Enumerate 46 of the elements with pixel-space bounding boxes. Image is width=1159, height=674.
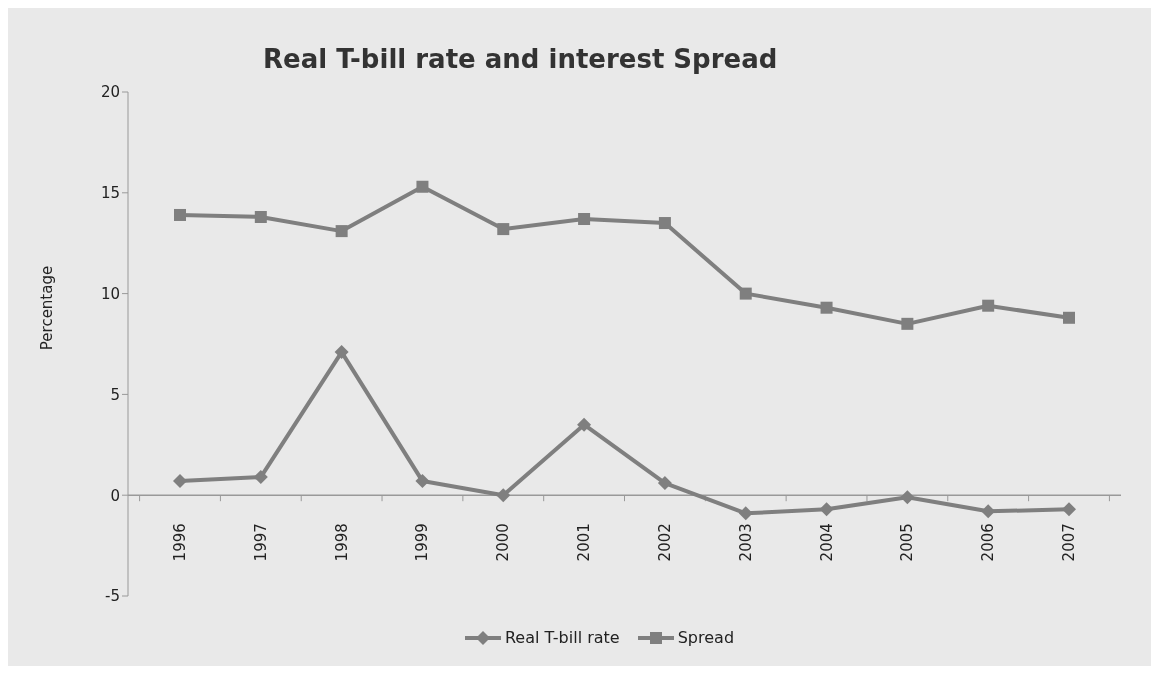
x-tick-label: 2001: [575, 523, 594, 562]
point: [173, 474, 187, 489]
point: [1062, 502, 1076, 517]
x-tick-label: 2004: [817, 523, 836, 562]
point: [739, 287, 752, 300]
point: [496, 488, 511, 503]
y-tick-label: 5: [110, 385, 120, 404]
x-tick-label: 2005: [898, 523, 917, 562]
x-tick-label: 2000: [494, 523, 513, 562]
x-tick-label: 2006: [979, 523, 998, 562]
y-tick-label: 10: [100, 284, 120, 303]
x-tick-label: 1998: [332, 523, 351, 562]
point: [174, 208, 186, 221]
legend-label: Real T-bill rate: [504, 628, 620, 647]
point: [738, 506, 753, 521]
chart-title: Real T-bill rate and interest Spread: [263, 44, 778, 74]
y-tick-label: 20: [100, 83, 120, 102]
x-tick-label: 2007: [1060, 523, 1078, 562]
point: [982, 299, 995, 312]
point: [578, 213, 591, 226]
point: [335, 225, 348, 238]
point: [253, 470, 268, 485]
point: [820, 301, 833, 314]
point: [254, 210, 267, 223]
x-tick-label: 1996: [171, 523, 189, 562]
point: [657, 476, 672, 491]
point: [577, 417, 592, 432]
point: [1063, 311, 1075, 324]
x-tick-label: 2002: [655, 523, 674, 562]
point: [981, 504, 996, 519]
x-tick-label: 2003: [736, 523, 755, 562]
y-tick-label: -5: [105, 587, 120, 606]
point: [658, 217, 671, 230]
x-tick-label: 1997: [251, 523, 270, 562]
point: [415, 474, 430, 489]
point: [334, 345, 349, 360]
y-tick-label: 15: [100, 184, 120, 203]
point: [497, 223, 510, 236]
y-tick-label: 0: [110, 486, 120, 505]
legend-label: Spread: [677, 628, 735, 647]
point: [900, 490, 915, 505]
point: [416, 180, 429, 193]
point: [819, 502, 834, 517]
y-axis-title: Percentage: [38, 265, 56, 351]
x-tick-label: 1999: [413, 523, 432, 562]
point: [901, 317, 914, 330]
